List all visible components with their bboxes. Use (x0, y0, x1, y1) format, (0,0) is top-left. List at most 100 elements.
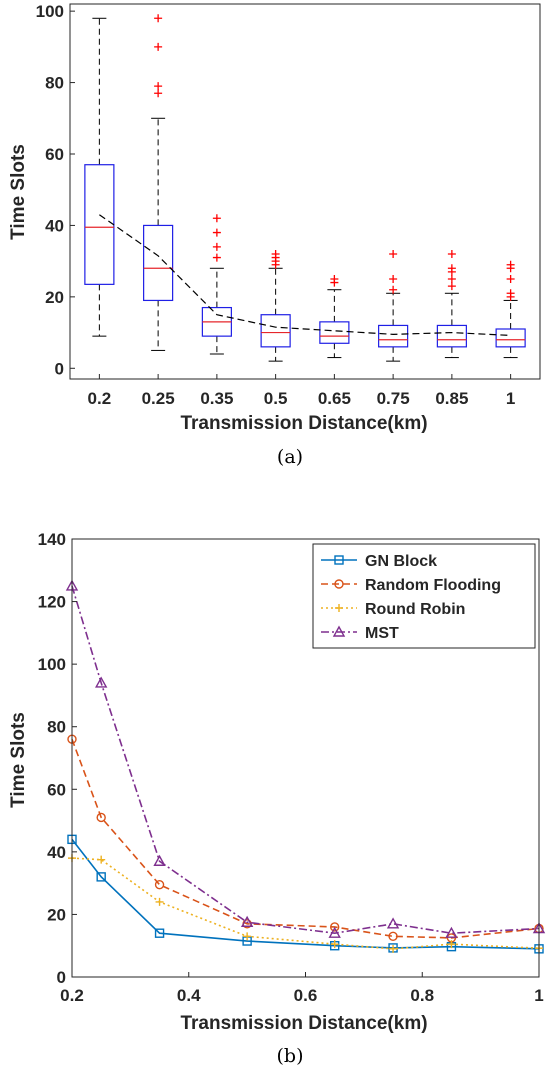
x-tick-label: 1 (506, 389, 515, 408)
outlier-marker (154, 82, 163, 91)
box-iqr (143, 224, 174, 302)
x-tick-label: 0.4 (177, 986, 201, 1005)
outlier-marker (506, 260, 515, 269)
x-tick-label: 1 (534, 986, 543, 1005)
data-point (329, 922, 340, 932)
series-line (71, 585, 540, 935)
mean-trend-line (99, 214, 511, 337)
x-tick-label: 0.25 (142, 389, 175, 408)
x-tick-label: 0.2 (60, 986, 84, 1005)
legend-label: Random Flooding (365, 577, 501, 594)
data-point (240, 915, 254, 927)
outlier-marker (447, 264, 456, 273)
legend-label: GN Block (365, 553, 437, 570)
figure-caption: (b) (277, 1045, 304, 1067)
data-point (243, 932, 252, 941)
x-axis-label: Transmission Distance(km) (180, 1013, 427, 1034)
data-point (154, 928, 165, 938)
x-tick-label: 0.8 (410, 986, 434, 1005)
y-tick-label: 0 (55, 359, 64, 378)
x-axis-ticks: 0.2 0.4 0.6 0.8 1 (60, 972, 544, 1005)
data-point (388, 931, 398, 942)
outlier-marker (212, 228, 221, 237)
data-point (94, 676, 108, 688)
x-tick-label: 0.65 (318, 389, 351, 408)
outlier-marker (389, 250, 398, 258)
x-tick-label: 0.2 (88, 389, 112, 408)
box-plot-boxes (84, 14, 526, 362)
y-tick-label: 40 (45, 216, 64, 235)
series-gn-block (67, 834, 544, 954)
outlier-marker (212, 242, 221, 251)
x-axis-ticks: 0.2 0.25 0.35 0.5 0.65 0.75 0.85 1 (88, 374, 515, 408)
legend-label: Round Robin (365, 601, 465, 618)
outlier-marker (506, 289, 515, 298)
box-0.2 (84, 17, 115, 337)
box-iqr (319, 321, 350, 344)
box-0.25 (143, 14, 174, 351)
box-0.35 (201, 214, 232, 355)
series-line (71, 857, 540, 950)
data-point (154, 880, 165, 890)
outlier-marker (271, 250, 280, 258)
box-0.65 (319, 275, 350, 359)
x-tick-label: 0.85 (435, 389, 468, 408)
data-point (330, 940, 339, 949)
mean-line (99, 214, 511, 337)
series-random-flooding (67, 734, 544, 943)
outlier-marker (447, 282, 456, 291)
x-tick-label: 0.75 (377, 389, 410, 408)
x-tick-label: 0.35 (200, 389, 233, 408)
legend-swatch-marker (334, 579, 344, 589)
y-tick-label: 20 (45, 288, 64, 307)
box-1 (495, 260, 526, 359)
chart-legend: GN Block Random Flooding Round Robin MST (312, 543, 536, 649)
y-tick-label: 100 (36, 2, 64, 21)
data-point (328, 926, 341, 938)
outlier-marker (212, 214, 221, 223)
outlier-marker (154, 89, 163, 98)
data-point (97, 855, 106, 864)
box-0.85 (436, 250, 467, 359)
outlier-marker (154, 14, 163, 23)
data-point (389, 944, 398, 953)
y-tick-label: 40 (47, 843, 66, 862)
data-point (386, 917, 400, 929)
y-tick-label: 100 (38, 655, 66, 674)
figure-caption: (a) (277, 446, 303, 468)
y-axis-label: Time Slots (8, 712, 29, 808)
line-chart: 0 20 40 60 80 100 120 140 0.2 0.4 0.6 0.8 1 Time Sl… (8, 530, 546, 1067)
x-axis-label: Transmission Distance(km) (180, 413, 427, 434)
y-tick-label: 140 (38, 530, 66, 549)
legend-swatch-marker (334, 555, 344, 565)
data-point (153, 854, 166, 866)
data-point (445, 926, 458, 938)
plot-area-frame (69, 3, 541, 380)
series-line (71, 838, 540, 950)
y-tick-label: 120 (38, 593, 66, 612)
outlier-marker (389, 285, 398, 294)
outlier-marker (212, 253, 221, 262)
box-iqr (378, 324, 409, 348)
data-point (447, 940, 456, 949)
y-tick-label: 80 (47, 718, 66, 737)
series-line (71, 738, 540, 939)
box-0.5 (260, 250, 291, 362)
y-axis-ticks: 0 20 40 60 80 100 120 140 (38, 530, 77, 987)
box-iqr (84, 164, 115, 285)
y-tick-label: 60 (45, 145, 64, 164)
legend-box (312, 543, 536, 649)
box-iqr (260, 314, 291, 348)
data-point (155, 897, 164, 906)
x-tick-label: 0.6 (294, 986, 318, 1005)
data-point (96, 812, 106, 823)
y-tick-label: 20 (47, 905, 66, 924)
y-tick-label: 60 (47, 780, 66, 799)
data-point (96, 872, 106, 882)
box-0.75 (378, 250, 409, 362)
legend-label: MST (365, 625, 399, 642)
legend-swatch-marker (335, 604, 343, 612)
box-iqr (436, 324, 467, 348)
x-tick-label: 0.5 (264, 389, 288, 408)
y-axis-label: Time Slots (8, 144, 29, 240)
